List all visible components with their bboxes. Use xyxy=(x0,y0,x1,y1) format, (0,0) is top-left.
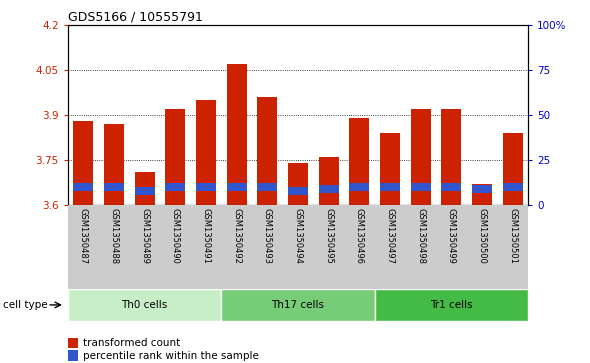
Bar xyxy=(380,183,400,191)
Bar xyxy=(411,183,431,191)
Bar xyxy=(411,109,431,205)
Bar xyxy=(165,183,185,191)
Text: GSM1350490: GSM1350490 xyxy=(171,208,180,264)
Text: Tr1 cells: Tr1 cells xyxy=(430,300,473,310)
Bar xyxy=(319,185,339,193)
Bar xyxy=(104,183,124,191)
Bar xyxy=(73,183,93,191)
Text: GSM1350487: GSM1350487 xyxy=(78,208,88,264)
Text: GSM1350491: GSM1350491 xyxy=(201,208,211,264)
Bar xyxy=(257,183,277,191)
Text: GSM1350499: GSM1350499 xyxy=(447,208,456,264)
Text: GSM1350495: GSM1350495 xyxy=(324,208,333,264)
Bar xyxy=(319,157,339,205)
Text: cell type: cell type xyxy=(3,300,48,310)
Bar xyxy=(503,133,523,205)
Text: GSM1350498: GSM1350498 xyxy=(416,208,425,264)
Bar xyxy=(380,133,400,205)
Text: GSM1350493: GSM1350493 xyxy=(263,208,272,264)
Bar xyxy=(135,172,155,205)
Text: Th17 cells: Th17 cells xyxy=(271,300,325,310)
Text: percentile rank within the sample: percentile rank within the sample xyxy=(83,351,259,361)
Bar xyxy=(227,183,247,191)
Bar xyxy=(104,124,124,205)
Bar xyxy=(196,100,216,205)
Bar xyxy=(135,187,155,195)
Bar xyxy=(68,289,221,321)
Text: GSM1350497: GSM1350497 xyxy=(385,208,395,264)
Bar xyxy=(441,183,461,191)
Text: GSM1350489: GSM1350489 xyxy=(140,208,149,264)
Bar xyxy=(288,163,308,205)
Bar xyxy=(221,289,375,321)
Text: GSM1350492: GSM1350492 xyxy=(232,208,241,264)
Text: transformed count: transformed count xyxy=(83,338,181,348)
Text: GDS5166 / 10555791: GDS5166 / 10555791 xyxy=(68,11,203,24)
Text: GSM1350500: GSM1350500 xyxy=(477,208,487,264)
Bar xyxy=(441,109,461,205)
Text: GSM1350488: GSM1350488 xyxy=(109,208,119,264)
Bar xyxy=(472,185,492,193)
Text: GSM1350494: GSM1350494 xyxy=(293,208,303,264)
Bar xyxy=(503,183,523,191)
Text: Th0 cells: Th0 cells xyxy=(122,300,168,310)
Bar xyxy=(196,183,216,191)
Text: GSM1350501: GSM1350501 xyxy=(508,208,517,264)
Bar xyxy=(472,184,492,205)
Text: GSM1350496: GSM1350496 xyxy=(355,208,364,264)
Bar xyxy=(73,121,93,205)
Bar xyxy=(349,183,369,191)
Bar xyxy=(349,118,369,205)
Bar xyxy=(375,289,528,321)
Bar xyxy=(288,187,308,195)
Bar xyxy=(227,64,247,205)
Bar xyxy=(165,109,185,205)
Bar xyxy=(257,97,277,205)
